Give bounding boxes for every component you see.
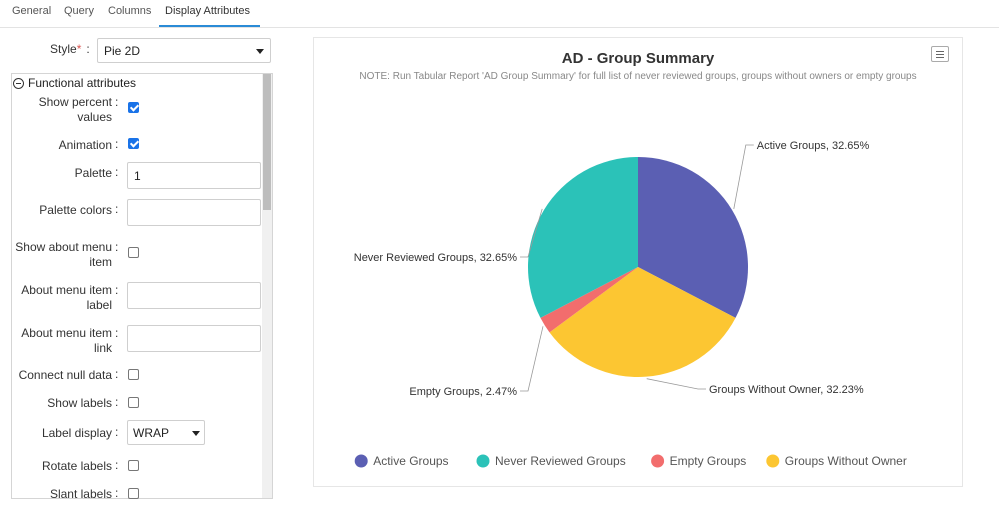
colon: : xyxy=(115,425,119,439)
style-select[interactable]: Pie 2D xyxy=(97,38,271,63)
slant-labels-label: Slant labels xyxy=(49,487,112,501)
chevron-down-icon xyxy=(192,431,200,436)
pie-slice-label: Active Groups, 32.65% xyxy=(757,140,870,152)
animation-label: Animation xyxy=(58,138,112,152)
pie-slice-label: Groups Without Owner, 32.23% xyxy=(709,384,864,396)
show-percent-label-line2: values xyxy=(77,110,112,124)
about-menu-item-link-label-line2: link xyxy=(93,341,112,355)
palette-value: 1 xyxy=(134,169,141,183)
colon: : xyxy=(115,95,119,109)
active-tab-indicator xyxy=(159,25,260,27)
chart-subtitle: NOTE: Run Tabular Report 'AD Group Summa… xyxy=(359,71,917,82)
legend-item-label[interactable]: Active Groups xyxy=(373,454,448,468)
style-label: Style*: xyxy=(50,42,90,56)
colon: : xyxy=(115,137,119,151)
colon: : xyxy=(115,367,119,381)
about-menu-item-label-label: About menu item xyxy=(21,283,112,297)
slant-labels-checkbox[interactable] xyxy=(128,488,139,499)
show-percent-checkbox[interactable] xyxy=(128,102,139,113)
chevron-down-icon xyxy=(256,49,264,54)
show-about-menu-item-label: Show about menu xyxy=(15,240,112,254)
colon: : xyxy=(115,283,119,297)
rotate-labels-label: Rotate labels xyxy=(41,459,112,473)
show-about-menu-item-checkbox[interactable] xyxy=(128,247,139,258)
tab-columns[interactable]: Columns xyxy=(108,5,152,17)
pie-leader-line xyxy=(520,208,543,258)
palette-input[interactable]: 1 xyxy=(127,162,261,189)
legend-item-label[interactable]: Never Reviewed Groups xyxy=(495,454,626,468)
palette-colors-label: Palette colors xyxy=(39,203,112,217)
legend-marker[interactable] xyxy=(766,454,780,468)
legend-item-label[interactable]: Empty Groups xyxy=(670,454,747,468)
rotate-labels-checkbox[interactable] xyxy=(128,460,139,471)
colon: : xyxy=(115,202,119,216)
pie-slice-never-reviewed-groups[interactable] xyxy=(527,157,638,318)
show-labels-label: Show labels xyxy=(47,396,112,410)
show-about-menu-item-label-line2: item xyxy=(89,255,112,269)
legend-marker[interactable] xyxy=(476,454,490,468)
collapse-icon[interactable] xyxy=(13,78,24,89)
pie-chart: Active Groups, 32.65% Groups Without Owne… xyxy=(354,140,907,468)
about-menu-item-label-label-line2: label xyxy=(86,298,112,312)
style-select-value: Pie 2D xyxy=(104,44,141,58)
pie-slice-groups-without-owner[interactable] xyxy=(549,267,736,378)
legend-marker[interactable] xyxy=(354,454,368,468)
tab-display-attributes[interactable]: Display Attributes xyxy=(165,5,250,17)
colon: : xyxy=(115,240,119,254)
about-menu-item-link-input[interactable] xyxy=(127,325,261,352)
colon: : xyxy=(115,395,119,409)
label-display-label: Label display xyxy=(41,426,112,440)
pie-leader-line xyxy=(733,144,754,209)
about-menu-item-label-input[interactable] xyxy=(127,282,261,309)
label-display-select[interactable]: WRAP xyxy=(127,420,205,445)
chart-title: AD - Group Summary xyxy=(561,50,715,67)
functional-attributes-header[interactable]: Functional attributes xyxy=(28,76,137,90)
attributes-scrollbar-track[interactable] xyxy=(262,74,272,498)
label-display-value: WRAP xyxy=(133,426,169,440)
tab-bar: General Query Columns Display Attributes xyxy=(0,0,999,28)
pie-slice-label: Empty Groups, 2.47% xyxy=(409,386,517,398)
hamburger-menu-icon[interactable] xyxy=(931,46,949,62)
colon: : xyxy=(115,165,119,179)
tab-general[interactable]: General xyxy=(12,5,52,17)
tab-query[interactable]: Query xyxy=(64,5,94,17)
attributes-scrollbar-thumb[interactable] xyxy=(263,74,271,210)
connect-null-data-checkbox[interactable] xyxy=(128,369,139,380)
pie-slice-empty-groups[interactable] xyxy=(540,267,638,333)
colon: : xyxy=(115,486,119,500)
connect-null-data-label: Connect null data xyxy=(18,368,112,382)
colon: : xyxy=(115,458,119,472)
pie-leader-line xyxy=(520,326,544,392)
legend-item-label[interactable]: Groups Without Owner xyxy=(785,454,907,468)
pie-leader-line xyxy=(646,378,706,390)
animation-checkbox[interactable] xyxy=(128,138,139,149)
show-labels-checkbox[interactable] xyxy=(128,397,139,408)
legend-marker[interactable] xyxy=(651,454,665,468)
colon: : xyxy=(115,326,119,340)
show-percent-label: Show percent xyxy=(38,95,112,109)
pie-slice-label: Never Reviewed Groups, 32.65% xyxy=(354,252,517,264)
required-asterisk: * xyxy=(76,42,82,56)
pie-slice-active-groups[interactable] xyxy=(638,157,749,318)
palette-label: Palette xyxy=(74,166,112,180)
palette-colors-input[interactable] xyxy=(127,199,261,226)
about-menu-item-link-label: About menu item xyxy=(21,326,112,340)
